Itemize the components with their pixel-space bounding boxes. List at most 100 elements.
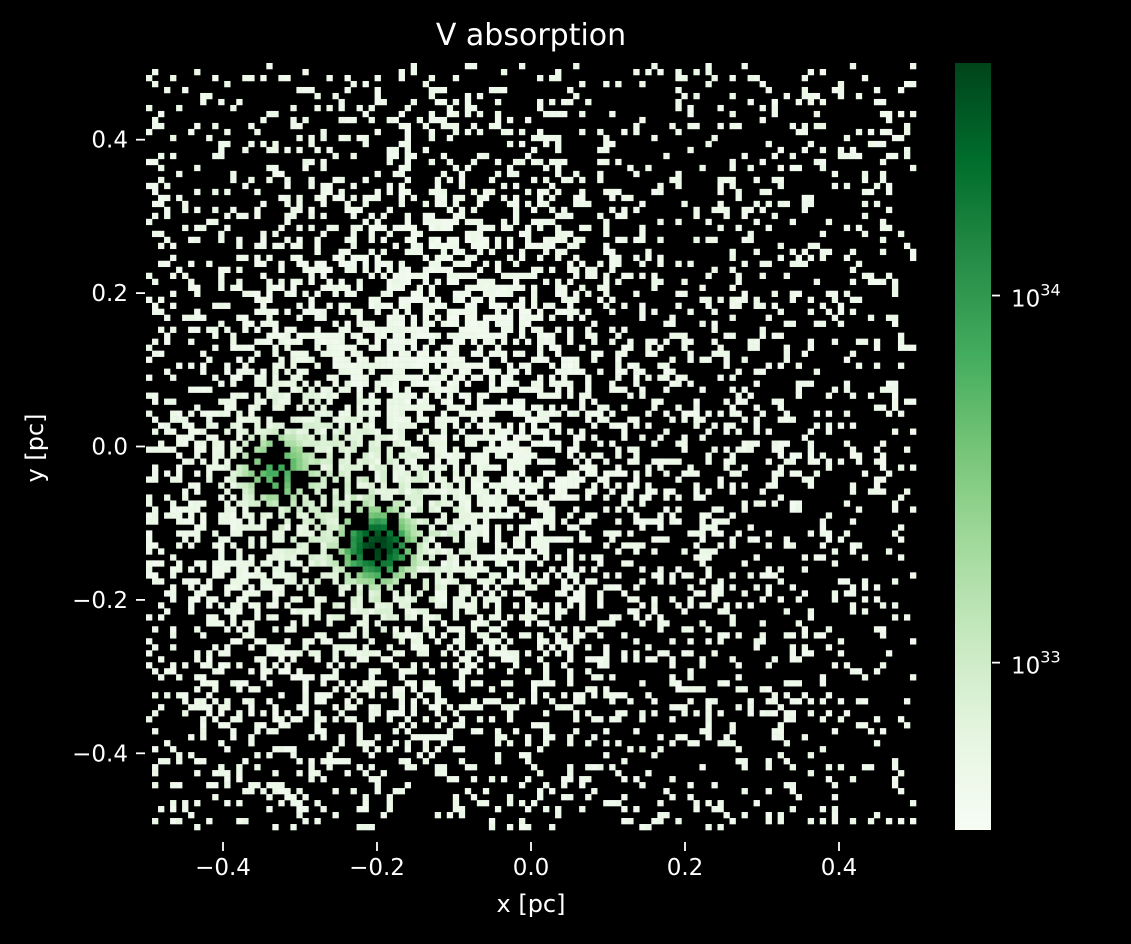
heatmap-cell bbox=[579, 260, 586, 268]
heatmap-cell bbox=[344, 116, 351, 124]
heatmap-cell bbox=[537, 722, 544, 729]
heatmap-cell bbox=[374, 302, 381, 309]
heatmap-cell bbox=[380, 224, 387, 232]
heatmap-cell bbox=[398, 704, 405, 711]
heatmap-cell bbox=[422, 314, 430, 321]
heatmap-cell bbox=[158, 602, 165, 609]
heatmap-cell bbox=[609, 338, 616, 345]
heatmap-cell bbox=[188, 608, 195, 615]
heatmap-cell bbox=[260, 536, 267, 543]
heatmap-cell bbox=[615, 254, 622, 262]
heatmap-cell bbox=[795, 506, 803, 513]
heatmap-cell bbox=[482, 578, 490, 585]
heatmap-cell bbox=[452, 650, 460, 657]
heatmap-cell bbox=[494, 266, 502, 274]
heatmap-cell bbox=[555, 494, 562, 501]
heatmap-cell bbox=[452, 602, 460, 609]
heatmap-cell bbox=[392, 320, 399, 327]
heatmap-cell bbox=[368, 446, 375, 453]
heatmap-cell bbox=[693, 488, 700, 495]
heatmap-cell bbox=[338, 332, 345, 339]
heatmap-cell bbox=[512, 404, 520, 411]
heatmap-cell bbox=[675, 98, 682, 106]
heatmap-cell bbox=[242, 428, 249, 435]
heatmap-cell bbox=[639, 434, 646, 441]
heatmap-cell bbox=[374, 566, 381, 573]
heatmap-cell bbox=[843, 410, 851, 417]
heatmap-cell bbox=[657, 578, 664, 585]
heatmap-cell bbox=[218, 650, 225, 657]
heatmap-cell bbox=[200, 92, 207, 100]
heatmap-cell bbox=[446, 566, 454, 573]
heatmap-cell bbox=[386, 398, 393, 405]
heatmap-cell bbox=[200, 524, 207, 531]
heatmap-cell bbox=[543, 680, 550, 687]
heatmap-cell bbox=[428, 386, 436, 393]
heatmap-cell bbox=[675, 680, 682, 687]
heatmap-cell bbox=[579, 614, 586, 621]
heatmap-cell bbox=[314, 248, 321, 256]
heatmap-cell bbox=[266, 584, 273, 591]
heatmap-cell bbox=[362, 542, 369, 549]
heatmap-cell bbox=[573, 446, 580, 453]
heatmap-cell bbox=[717, 104, 724, 112]
heatmap-cell bbox=[272, 710, 279, 717]
heatmap-cell bbox=[825, 248, 833, 256]
heatmap-cell bbox=[549, 410, 556, 417]
heatmap-cell bbox=[320, 230, 327, 238]
heatmap-cell bbox=[735, 470, 742, 477]
heatmap-cell bbox=[434, 458, 442, 465]
heatmap-cell bbox=[837, 578, 845, 585]
heatmap-cell bbox=[170, 428, 177, 435]
heatmap-cell bbox=[386, 266, 393, 274]
heatmap-cell bbox=[248, 434, 255, 441]
heatmap-cell bbox=[380, 470, 387, 477]
heatmap-cell bbox=[651, 818, 658, 825]
heatmap-cell bbox=[224, 128, 231, 136]
heatmap-cell bbox=[482, 446, 490, 453]
heatmap-cell bbox=[531, 158, 538, 166]
heatmap-cell bbox=[464, 470, 472, 477]
heatmap-cell bbox=[549, 518, 556, 525]
heatmap-cell bbox=[452, 566, 460, 573]
heatmap-cell bbox=[302, 614, 309, 621]
heatmap-cell bbox=[585, 392, 592, 399]
heatmap-cell bbox=[801, 260, 809, 268]
heatmap-cell bbox=[585, 458, 592, 465]
heatmap-cell bbox=[338, 428, 345, 435]
heatmap-cell bbox=[603, 284, 610, 291]
heatmap-cell bbox=[771, 692, 778, 699]
heatmap-cell bbox=[362, 800, 369, 807]
heatmap-cell bbox=[621, 350, 628, 357]
heatmap-cell bbox=[362, 110, 369, 118]
heatmap-cell bbox=[777, 812, 784, 819]
heatmap-cell bbox=[723, 422, 730, 429]
heatmap-cell bbox=[531, 206, 538, 214]
heatmap-cell bbox=[170, 746, 177, 753]
heatmap-cell bbox=[633, 380, 640, 387]
heatmap-cell bbox=[398, 650, 405, 657]
heatmap-cell bbox=[374, 380, 381, 387]
heatmap-cell bbox=[332, 476, 339, 483]
heatmap-cell bbox=[374, 92, 381, 100]
heatmap-cell bbox=[555, 554, 562, 561]
heatmap-cell bbox=[825, 422, 833, 429]
heatmap-cell bbox=[188, 566, 195, 573]
heatmap-cell bbox=[212, 326, 219, 333]
heatmap-cell bbox=[879, 464, 887, 471]
heatmap-cell bbox=[428, 440, 436, 447]
heatmap-cell bbox=[603, 248, 610, 256]
heatmap-cell bbox=[464, 542, 472, 549]
heatmap-cell bbox=[224, 428, 231, 435]
heatmap-cell bbox=[591, 566, 598, 573]
heatmap-cell bbox=[476, 344, 484, 351]
heatmap-cell bbox=[765, 812, 772, 819]
heatmap-cell bbox=[272, 584, 279, 591]
heatmap-cell bbox=[236, 524, 243, 531]
heatmap-cell bbox=[308, 224, 315, 232]
heatmap-cell bbox=[867, 272, 875, 280]
heatmap-cell bbox=[446, 158, 454, 166]
heatmap-cell bbox=[561, 590, 568, 597]
heatmap-cell bbox=[831, 86, 839, 94]
heatmap-cell bbox=[464, 314, 472, 321]
